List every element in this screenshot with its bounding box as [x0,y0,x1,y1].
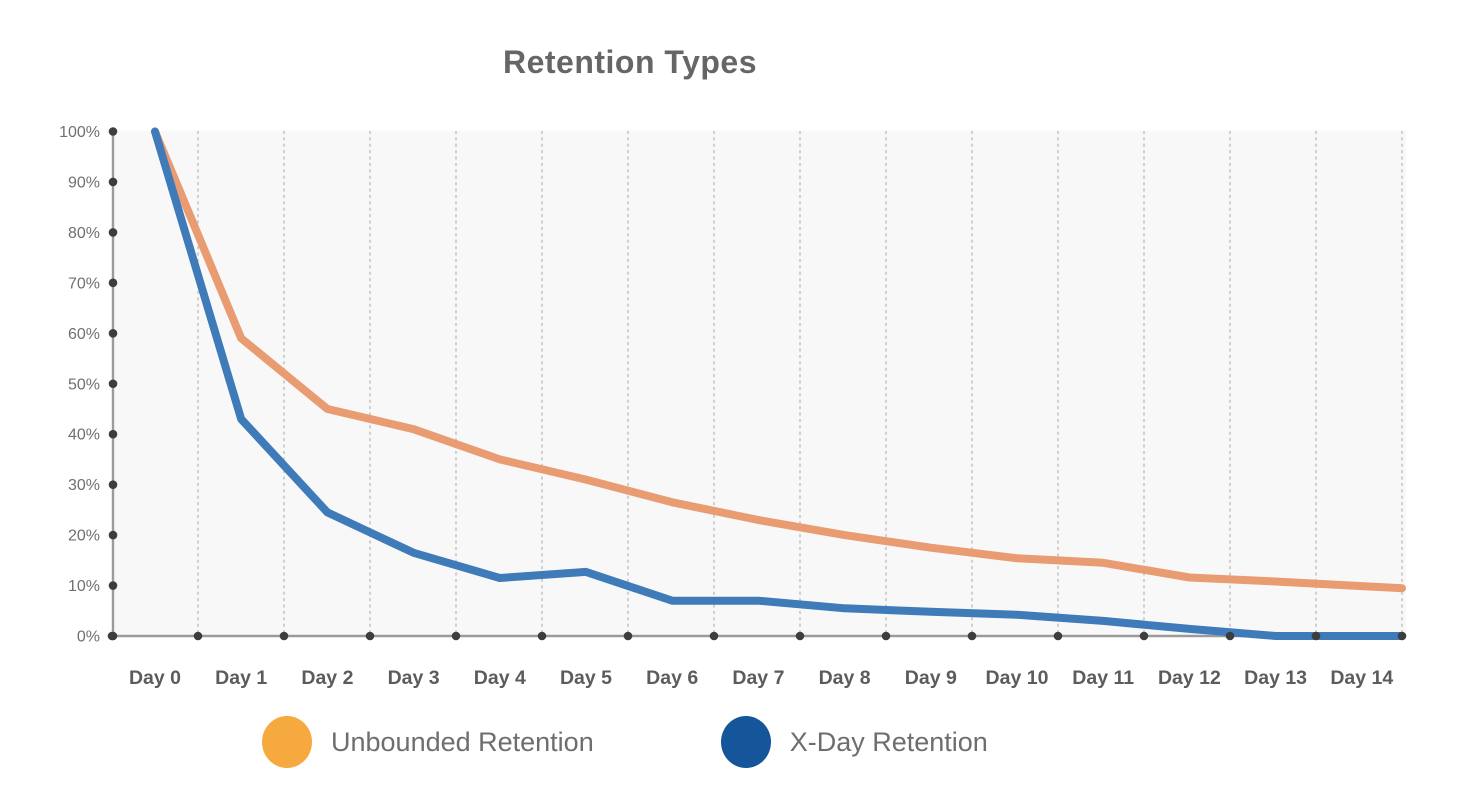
x-axis-tick-dot [193,631,203,641]
y-axis-label: 20% [68,528,100,545]
y-axis-tick-dot [108,581,118,590]
y-axis-tick-dot [108,631,118,641]
y-axis-label: 30% [68,477,100,494]
x-axis-label: Day 5 [560,667,612,689]
y-axis-label: 0% [77,629,100,646]
y-axis-label: 90% [68,174,100,191]
x-axis-tick-dot [365,631,375,641]
x-axis-tick-dot [795,631,805,641]
x-axis-label: Day 14 [1330,667,1393,689]
y-axis-tick-dot [108,480,118,489]
legend-item-xday: X-Day Retention [720,716,988,768]
chart-title: Retention Types [502,44,758,80]
legend-marker-unbounded-icon [262,716,312,768]
legend-marker-xday-icon [720,716,771,768]
x-axis-tick-dot [537,631,547,641]
y-axis-label: 80% [68,225,100,242]
x-axis-label: Day 10 [986,667,1049,689]
y-axis-label: 70% [68,275,100,292]
y-axis-label: 60% [68,326,100,343]
x-axis-label: Day 2 [301,667,353,689]
x-axis-tick-dot [1311,631,1321,641]
x-axis-label: Day 8 [819,667,871,689]
y-axis-tick-dot [108,127,118,136]
x-axis-tick-dot [1053,631,1063,641]
series-line-unbounded [151,127,1406,593]
y-axis-label: 40% [68,427,100,444]
x-axis-label: Day 3 [388,667,440,689]
x-axis-label: Day 12 [1158,667,1221,689]
x-axis-tick-dot [881,631,891,641]
y-axis-label: 50% [68,376,100,393]
x-axis-label: Day 11 [1072,667,1134,689]
legend-label-unbounded: Unbounded Retention [331,726,594,757]
y-axis-tick-dot [108,429,118,439]
x-axis-tick-dot [623,631,633,641]
y-axis-tick-dot [108,177,118,187]
y-axis-tick-dot [108,278,118,288]
x-axis-tick-dot [1397,631,1407,641]
x-axis-tick-dot [1225,631,1235,641]
x-axis-tick-dot [451,631,461,641]
y-axis-tick-dot [108,530,118,540]
y-axis-label: 100% [59,124,100,141]
legend-item-unbounded: Unbounded Retention [262,716,594,768]
x-axis-tick-dot [279,631,289,641]
x-axis-label: Day 13 [1244,667,1307,689]
x-axis-tick-dot [709,631,719,641]
x-axis-label: Day 6 [646,667,698,689]
x-axis-label: Day 9 [905,667,957,689]
y-axis-tick-dot [108,228,118,237]
legend-label-xday: X-Day Retention [789,726,988,757]
series-line-xday [151,127,1406,640]
x-axis-label: Day 7 [732,667,784,689]
y-axis-label: 10% [68,578,100,595]
y-axis-tick-dot [108,379,118,389]
plot-background [113,130,1406,636]
y-axis-tick-dot [108,329,118,338]
x-axis-label: Day 4 [474,667,526,689]
x-axis-tick-dot [1139,631,1149,641]
x-axis-label: Day 1 [215,667,267,689]
x-axis-label: Day 0 [129,667,181,689]
chart-legend: Unbounded Retention X-Day Retention [262,716,988,768]
x-axis-tick-dot [967,631,977,641]
